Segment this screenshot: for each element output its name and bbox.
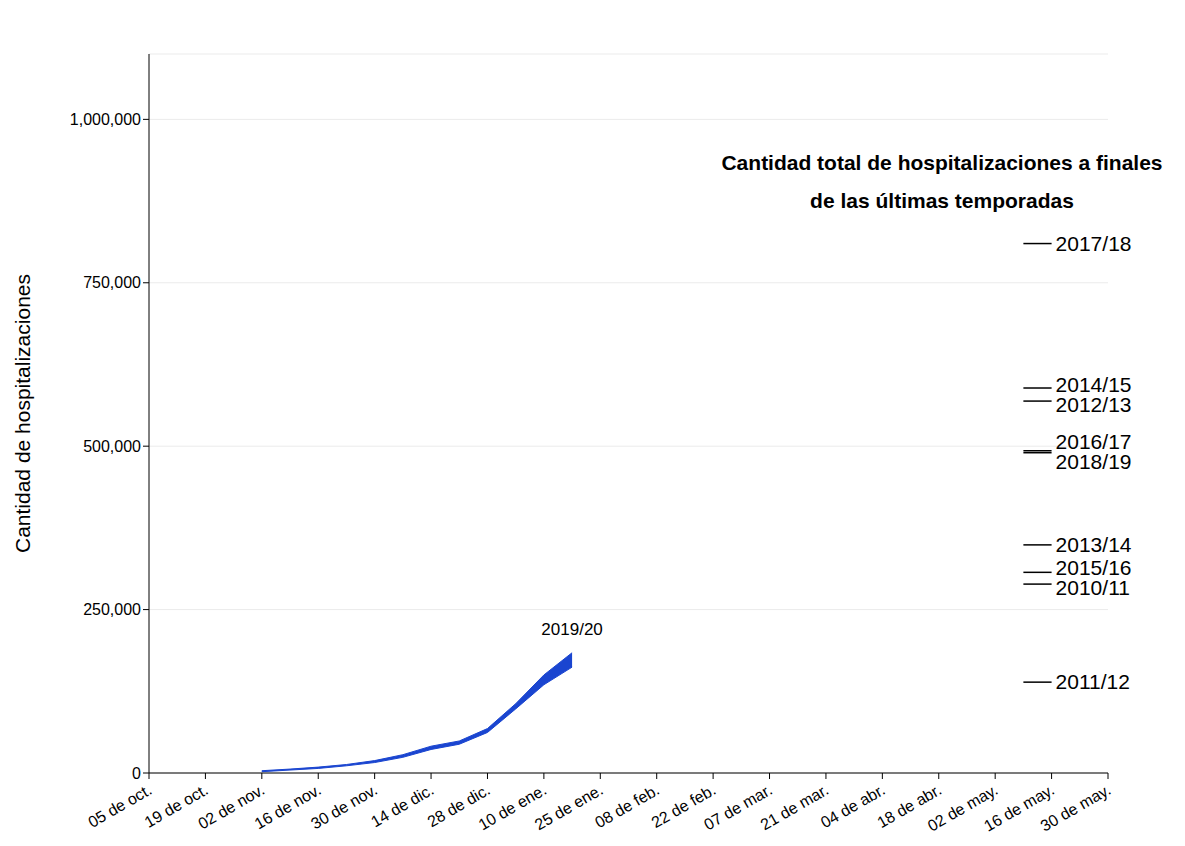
svg-text:18 de abr.: 18 de abr. — [874, 780, 945, 832]
svg-text:25 de ene.: 25 de ene. — [532, 781, 606, 834]
svg-text:500,000: 500,000 — [83, 438, 141, 455]
svg-text:2016/17: 2016/17 — [1055, 429, 1132, 453]
svg-text:2017/18: 2017/18 — [1056, 232, 1132, 255]
svg-text:08 de feb.: 08 de feb. — [592, 780, 663, 832]
svg-text:2011/12: 2011/12 — [1056, 670, 1130, 693]
svg-text:19 de oct.: 19 de oct. — [141, 780, 211, 831]
svg-text:2018/19: 2018/19 — [1056, 450, 1132, 473]
svg-text:2019/20: 2019/20 — [541, 620, 602, 639]
svg-text:2013/14: 2013/14 — [1056, 533, 1132, 556]
svg-text:16 de may.: 16 de may. — [981, 780, 1058, 835]
svg-text:02 de may.: 02 de may. — [924, 780, 1001, 835]
svg-text:28 de dic.: 28 de dic. — [424, 780, 493, 831]
svg-text:30 de nov.: 30 de nov. — [308, 781, 380, 832]
html-text:Cantidad total de hospitalizac: Cantidad total de hospitalizaciones a fi… — [721, 151, 1163, 212]
svg-text:02 de nov.: 02 de nov. — [195, 780, 268, 833]
svg-text:07 de mar.: 07 de mar. — [701, 780, 775, 834]
svg-text:750,000: 750,000 — [83, 274, 141, 291]
svg-text:22 de feb.: 22 de feb. — [648, 780, 719, 832]
svg-text:10 de ene.: 10 de ene. — [475, 780, 550, 834]
svg-text:05 de oct.: 05 de oct. — [85, 781, 154, 831]
svg-text:04 de abr.: 04 de abr. — [817, 780, 888, 832]
svg-text:30 de may.: 30 de may. — [1037, 781, 1113, 835]
svg-text:Cantidad de hospitalizaciones: Cantidad de hospitalizaciones — [11, 274, 34, 553]
svg-text:21 de mar.: 21 de mar. — [757, 781, 831, 834]
svg-text:14 de dic.: 14 de dic. — [368, 781, 437, 830]
svg-text:250,000: 250,000 — [83, 601, 141, 618]
svg-text:16 de nov.: 16 de nov. — [251, 780, 324, 833]
svg-text:1,000,000: 1,000,000 — [70, 111, 141, 128]
svg-text:2015/16: 2015/16 — [1055, 556, 1132, 580]
svg-text:2014/15: 2014/15 — [1055, 372, 1132, 396]
svg-text:2010/11: 2010/11 — [1056, 576, 1130, 599]
svg-text:2012/13: 2012/13 — [1056, 393, 1132, 416]
svg-text:0: 0 — [132, 765, 141, 782]
